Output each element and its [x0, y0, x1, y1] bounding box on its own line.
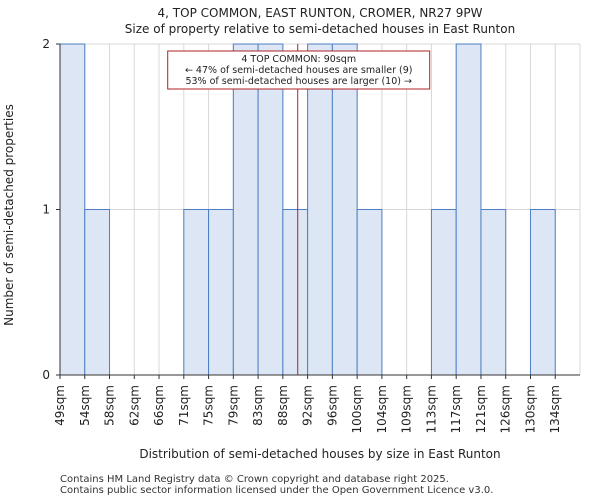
x-tick-label: 75sqm [202, 385, 216, 426]
x-tick-label: 92sqm [301, 385, 315, 426]
x-tick-label: 130sqm [523, 385, 537, 433]
x-tick-label: 58sqm [103, 385, 117, 426]
bar [356, 209, 383, 376]
x-tick-label: 121sqm [474, 385, 488, 433]
annotation-line: ← 47% of semi-detached houses are smalle… [185, 65, 413, 76]
x-tick-label: 71sqm [177, 385, 191, 426]
x-tick-label: 117sqm [449, 385, 463, 433]
bar [480, 209, 507, 376]
x-tick-label: 100sqm [350, 385, 364, 433]
y-axis-label: Number of semi-detached properties [2, 104, 16, 326]
bar [208, 209, 234, 376]
footer-line-2: Contains public sector information licen… [60, 485, 494, 496]
bar [84, 209, 111, 376]
annotation-box [167, 50, 431, 90]
x-tick-label: 79sqm [226, 385, 240, 426]
x-tick-label: 49sqm [53, 385, 67, 426]
x-tick-label: 134sqm [548, 385, 562, 433]
bar [282, 209, 309, 376]
x-tick-label: 96sqm [325, 385, 339, 426]
x-tick-label: 126sqm [499, 385, 513, 433]
bar [59, 43, 86, 376]
x-tick-label: 88sqm [276, 385, 290, 426]
footer-line-1: Contains HM Land Registry data © Crown c… [60, 474, 449, 485]
y-tick-label: 1 [42, 203, 50, 217]
y-tick-label: 0 [42, 368, 50, 382]
x-tick-label: 104sqm [375, 385, 389, 433]
x-tick-label: 109sqm [400, 385, 414, 433]
chart-title: 4, TOP COMMON, EAST RUNTON, CROMER, NR27… [158, 6, 483, 20]
x-tick-label: 83sqm [251, 385, 265, 426]
bar [529, 209, 556, 376]
x-axis-label: Distribution of semi-detached houses by … [139, 447, 500, 461]
annotation-line: 4 TOP COMMON: 90sqm [241, 54, 356, 65]
x-tick-label: 62sqm [127, 385, 141, 426]
bar [455, 43, 482, 376]
y-tick-label: 2 [42, 37, 50, 51]
bar [307, 43, 333, 376]
bar [430, 209, 457, 376]
chart-subtitle: Size of property relative to semi-detach… [125, 22, 515, 36]
bar [232, 43, 259, 376]
plot-area: 0 1 2 49sqm 54sqm 58sqm 62sqm 66sqm 71sqm 75sqm 79… [42, 37, 581, 433]
bar [257, 43, 284, 376]
bar [183, 209, 210, 376]
x-tick-label: 66sqm [152, 385, 166, 426]
bar [331, 43, 358, 376]
x-tick-label: 54sqm [78, 385, 92, 426]
x-tick-label: 113sqm [424, 385, 438, 433]
annotation-line: 53% of semi-detached houses are larger (… [185, 76, 412, 87]
